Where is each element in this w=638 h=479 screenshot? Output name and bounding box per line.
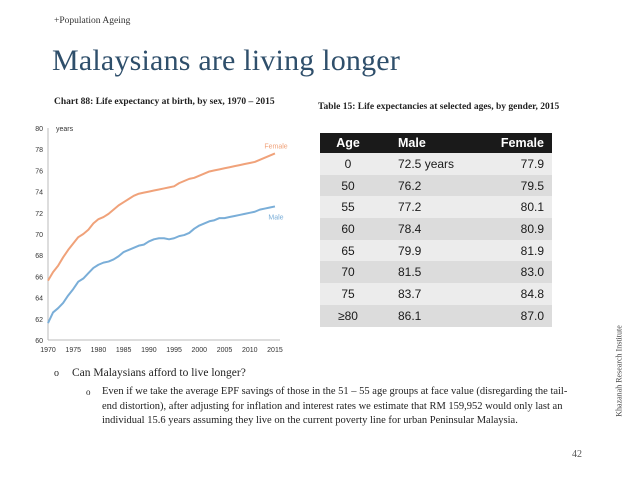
header-male: Male xyxy=(376,133,468,153)
table-title: Table 15: Life expectancies at selected … xyxy=(318,102,560,112)
table-row: 65 79.9 81.9 xyxy=(320,239,552,262)
y-tick-label: 60 xyxy=(35,338,43,345)
x-tick-label: 2005 xyxy=(217,347,233,354)
cell-age: ≥80 xyxy=(320,304,376,327)
x-tick-label: 1980 xyxy=(91,347,107,354)
cell-female: 77.9 xyxy=(468,153,552,175)
cell-female: 79.5 xyxy=(468,174,552,197)
x-tick-label: 1995 xyxy=(166,347,182,354)
table-row: 55 77.2 80.1 xyxy=(320,196,552,219)
bullet-detail: o Even if we take the average EPF saving… xyxy=(86,385,576,429)
x-tick-label: 1990 xyxy=(141,347,157,354)
cell-age: 75 xyxy=(320,283,376,305)
publisher-label: Khazanah Research Institute xyxy=(614,325,624,417)
chart-title: Chart 88: Life expectancy at birth, by s… xyxy=(54,97,275,107)
bullet-marker: o xyxy=(54,368,59,379)
series-label-female: Female xyxy=(264,143,287,150)
cell-female: 81.9 xyxy=(468,239,552,262)
y-tick-label: 66 xyxy=(35,274,43,281)
y-tick-label: 68 xyxy=(35,253,43,260)
x-tick-label: 1970 xyxy=(40,347,56,354)
life-expectancy-table: Age Male Female 0 72.5 years 77.9 50 76.2 79.… xyxy=(320,133,552,327)
page-title: Malaysians are living longer xyxy=(52,44,401,77)
cell-male: 79.9 xyxy=(376,239,468,262)
table-row: ≥80 86.1 87.0 xyxy=(320,304,552,327)
table-row: 50 76.2 79.5 xyxy=(320,174,552,197)
x-tick-label: 2010 xyxy=(242,347,258,354)
cell-male: 86.1 xyxy=(376,304,468,327)
cell-male: 78.4 xyxy=(376,218,468,240)
series-line-female xyxy=(47,152,276,282)
life-expectancy-chart: 60 62 64 66 68 70 72 74 76 78 80 1970 1975 1980 1985 19… xyxy=(35,126,288,354)
y-tick-label: 80 xyxy=(35,126,43,133)
cell-male: 76.2 xyxy=(376,174,468,197)
y-tick-label: 74 xyxy=(35,190,43,197)
y-tick-label: 62 xyxy=(35,317,43,324)
cell-male: 81.5 xyxy=(376,261,468,284)
header-age: Age xyxy=(320,133,376,153)
bullet-question: o Can Malaysians afford to live longer? xyxy=(54,366,594,381)
bullet-question-text: Can Malaysians afford to live longer? xyxy=(72,367,246,379)
table-row: 70 81.5 83.0 xyxy=(320,261,552,284)
page-number: 42 xyxy=(572,449,582,460)
cell-age: 70 xyxy=(320,261,376,284)
cell-female: 87.0 xyxy=(468,304,552,327)
cell-female: 83.0 xyxy=(468,261,552,284)
y-tick-label: 72 xyxy=(35,211,43,218)
x-tick-label: 1985 xyxy=(116,347,132,354)
series-line-male xyxy=(47,205,276,324)
side-publisher-text: Khazanah Research Institute xyxy=(611,306,627,436)
y-tick-label: 64 xyxy=(35,296,43,303)
cell-age: 50 xyxy=(320,174,376,197)
x-tick-label: 2000 xyxy=(192,347,208,354)
table-header-row: Age Male Female xyxy=(320,133,552,153)
x-tick-label: 1975 xyxy=(65,347,81,354)
cell-age: 65 xyxy=(320,239,376,262)
cell-male: 83.7 xyxy=(376,283,468,305)
bullet-detail-text: Even if we take the average EPF savings … xyxy=(102,386,568,426)
y-axis-label: years xyxy=(56,126,74,133)
cell-female: 80.9 xyxy=(468,218,552,240)
y-tick-label: 70 xyxy=(35,232,43,239)
cell-female: 84.8 xyxy=(468,283,552,305)
cell-female: 80.1 xyxy=(468,196,552,219)
section-tag: +Population Ageing xyxy=(54,16,131,26)
table-row: 0 72.5 years 77.9 xyxy=(320,153,552,175)
sub-bullet-marker: o xyxy=(86,387,91,397)
y-tick-label: 76 xyxy=(35,168,43,175)
cell-age: 0 xyxy=(320,153,376,175)
y-tick-label: 78 xyxy=(35,147,43,154)
cell-male: 72.5 years xyxy=(376,153,468,175)
bullet-list: o Can Malaysians afford to live longer? … xyxy=(54,366,594,429)
table-row: 75 83.7 84.8 xyxy=(320,283,552,305)
cell-male: 77.2 xyxy=(376,196,468,219)
series-label-male: Male xyxy=(268,214,283,221)
table-row: 60 78.4 80.9 xyxy=(320,218,552,240)
x-tick-label: 2015 xyxy=(267,347,283,354)
header-female: Female xyxy=(468,133,552,153)
cell-age: 60 xyxy=(320,218,376,240)
cell-age: 55 xyxy=(320,196,376,219)
